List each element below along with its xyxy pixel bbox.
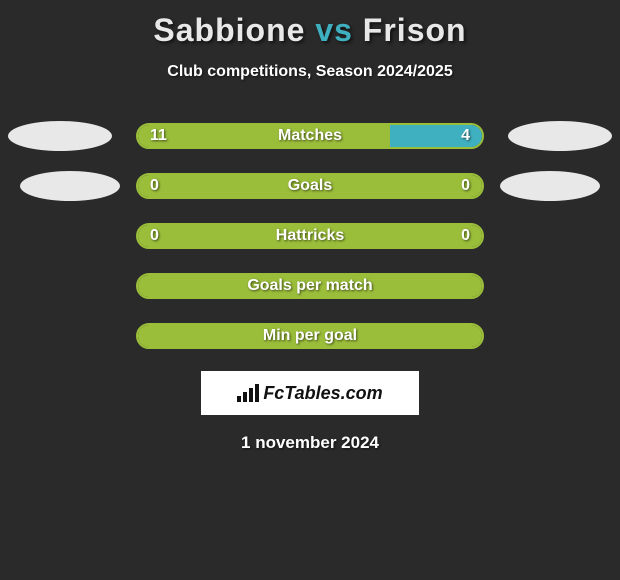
stat-row: 11 4 Matches (0, 121, 620, 151)
bar-overlay: Goals per match (138, 275, 482, 297)
team-marker-right (508, 121, 612, 151)
stat-label: Goals (288, 177, 332, 195)
logo: FcTables.com (237, 383, 382, 404)
stat-label: Hattricks (276, 227, 344, 245)
bar-overlay: Min per goal (138, 325, 482, 347)
stat-row: Min per goal (0, 321, 620, 351)
stat-value-left: 0 (150, 227, 159, 245)
stat-bar: 0 0 Hattricks (136, 223, 484, 249)
logo-text: FcTables.com (263, 383, 382, 404)
stat-value-left: 11 (150, 127, 167, 145)
stat-value-left: 0 (150, 177, 159, 195)
stat-row: 0 0 Hattricks (0, 221, 620, 251)
stat-row: 0 0 Goals (0, 171, 620, 201)
title-player2: Frison (363, 12, 467, 48)
stat-label: Goals per match (247, 277, 372, 295)
bar-chart-icon (237, 384, 259, 402)
stat-row: Goals per match (0, 271, 620, 301)
logo-box[interactable]: FcTables.com (201, 371, 419, 415)
stat-label: Min per goal (263, 327, 357, 345)
stat-bar: 11 4 Matches (136, 123, 484, 149)
title-player1: Sabbione (153, 12, 305, 48)
spacer (508, 221, 612, 251)
bar-overlay: 0 0 Hattricks (138, 225, 482, 247)
stats-block: 11 4 Matches 0 0 Goals 0 0 Hattricks Goals per ma… (0, 121, 620, 351)
subtitle: Club competitions, Season 2024/2025 (167, 63, 452, 81)
stat-value-right: 0 (461, 227, 470, 245)
stat-value-right: 0 (461, 177, 470, 195)
team-marker-left (8, 121, 112, 151)
date: 1 november 2024 (241, 433, 379, 453)
page-title: Sabbione vs Frison (153, 12, 466, 49)
team-marker-left (20, 171, 120, 201)
spacer (508, 271, 612, 301)
stat-bar: 0 0 Goals (136, 173, 484, 199)
spacer (8, 321, 112, 351)
title-vs: vs (315, 12, 353, 48)
spacer (8, 271, 112, 301)
stat-bar: Goals per match (136, 273, 484, 299)
bar-overlay: 11 4 Matches (138, 125, 482, 147)
bar-overlay: 0 0 Goals (138, 175, 482, 197)
spacer (8, 221, 112, 251)
stat-bar: Min per goal (136, 323, 484, 349)
team-marker-right (500, 171, 600, 201)
comparison-widget: Sabbione vs Frison Club competitions, Se… (0, 0, 620, 453)
spacer (508, 321, 612, 351)
stat-value-right: 4 (461, 127, 470, 145)
stat-label: Matches (278, 127, 342, 145)
